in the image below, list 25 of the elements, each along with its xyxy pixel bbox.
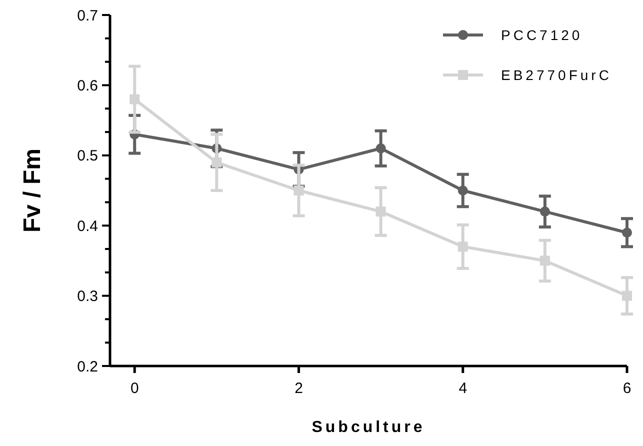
point <box>294 186 304 196</box>
legend-label: EB2770FurC <box>501 66 612 83</box>
y-tick-label: 0.4 <box>77 218 98 235</box>
point <box>622 228 632 238</box>
y-tick-label: 0.3 <box>77 288 98 306</box>
legend-label: PCC7120 <box>501 26 583 43</box>
point <box>458 186 468 196</box>
y-tick-label: 0.7 <box>77 7 98 24</box>
point <box>622 290 632 301</box>
x-tick-label: 2 <box>294 380 303 397</box>
point <box>540 206 550 217</box>
x-axis-title: Subculture <box>312 419 426 436</box>
point <box>212 157 222 168</box>
point <box>130 94 140 104</box>
y-axis-title: Fv / Fm <box>19 148 46 233</box>
point <box>376 143 386 154</box>
x-tick-label: 4 <box>458 380 468 397</box>
y-tick-label: 0.2 <box>77 358 98 376</box>
point <box>540 256 550 266</box>
x-tick-label: 0 <box>130 380 139 397</box>
y-tick-label: 0.5 <box>77 148 98 165</box>
y-tick-label: 0.6 <box>77 77 98 94</box>
x-tick-label: 6 <box>622 380 632 397</box>
point <box>458 242 468 252</box>
point <box>376 206 386 217</box>
